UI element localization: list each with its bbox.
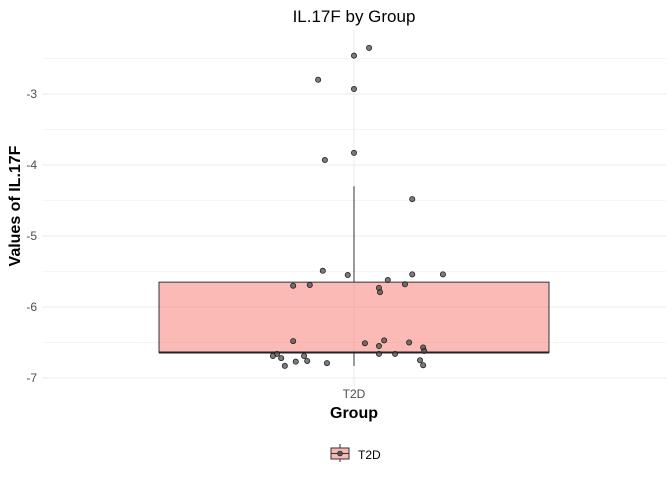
- data-point: [392, 350, 399, 357]
- data-point: [409, 196, 416, 203]
- data-point: [306, 281, 313, 288]
- data-point: [361, 340, 368, 347]
- y-tick-label: -3: [26, 87, 37, 101]
- data-point: [375, 343, 382, 350]
- data-point: [401, 281, 408, 288]
- box: [158, 281, 550, 353]
- data-point: [376, 289, 383, 296]
- data-point: [350, 52, 357, 59]
- y-axis-ticks: -3 -4 -5 -6 -7: [26, 87, 37, 385]
- legend-key: [330, 444, 350, 462]
- data-point: [420, 362, 427, 369]
- data-point: [304, 357, 311, 364]
- data-point: [292, 358, 299, 365]
- x-tick-label: T2D: [343, 387, 366, 401]
- data-point: [439, 271, 446, 278]
- data-point: [366, 44, 373, 51]
- data-point: [344, 272, 351, 279]
- y-tick-label: -4: [26, 158, 37, 172]
- data-point: [384, 277, 391, 284]
- data-point: [417, 357, 424, 364]
- data-point: [281, 362, 288, 369]
- data-point: [421, 348, 428, 355]
- data-point: [350, 86, 357, 93]
- y-tick-label: -6: [26, 300, 37, 314]
- points-layer: [269, 44, 446, 369]
- data-point: [381, 337, 388, 344]
- x-axis-label: Group: [330, 405, 378, 422]
- data-point: [406, 339, 413, 346]
- data-point: [290, 338, 297, 345]
- y-tick-label: -7: [26, 371, 37, 385]
- y-tick-label: -5: [26, 229, 37, 243]
- data-point: [323, 360, 330, 367]
- legend-label: T2D: [358, 448, 381, 462]
- box-layer: [158, 186, 550, 366]
- data-point: [269, 352, 276, 359]
- y-axis-label: Values of IL.17F: [7, 145, 24, 266]
- data-point: [290, 282, 297, 289]
- data-point: [375, 350, 382, 357]
- data-point: [301, 352, 308, 359]
- data-point: [409, 271, 416, 278]
- data-point: [278, 355, 285, 362]
- data-point: [315, 76, 322, 83]
- data-point: [319, 267, 326, 274]
- data-point: [350, 149, 357, 156]
- legend: T2D: [330, 444, 381, 462]
- data-point: [321, 157, 328, 164]
- chart-title: IL.17F by Group: [293, 7, 416, 26]
